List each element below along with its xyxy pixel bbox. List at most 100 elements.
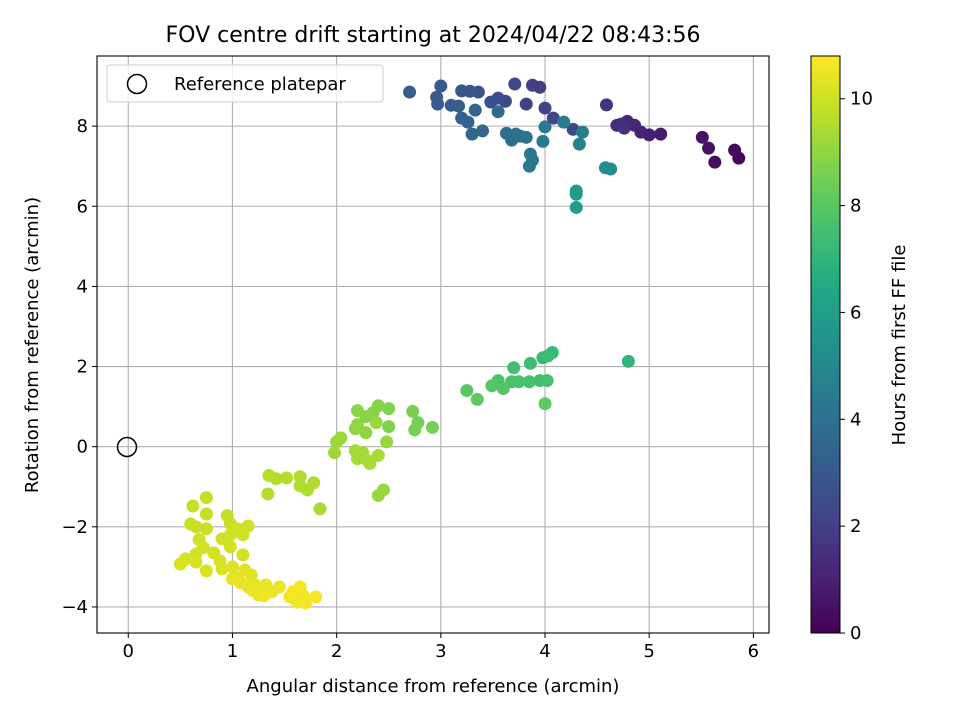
y-axis-ticks: −4 −2 0 2 4 6 8 [61,116,97,618]
data-point [470,392,484,406]
data-point [359,426,373,440]
data-point [199,522,213,536]
data-point [523,356,537,370]
colorbar-tick-label: 0 [850,623,861,644]
data-point [460,384,474,398]
data-point [244,568,258,582]
data-point [350,452,364,466]
data-point [328,446,342,460]
data-point [199,491,213,505]
colorbar-ticks: 0 2 4 6 8 10 [840,89,873,644]
data-point [348,422,362,436]
colorbar-tick-label: 10 [850,89,873,110]
data-point [468,103,482,117]
data-point [309,590,323,604]
data-point [708,155,722,169]
data-point [173,557,187,571]
data-point [507,361,521,375]
x-axis-ticks: 0 1 2 3 4 5 6 [123,633,759,662]
data-point [313,502,327,516]
data-point [280,471,294,485]
data-point [522,375,536,389]
colorbar-label: Hours from first FF file [889,245,910,446]
data-point [223,540,237,554]
data-point [621,354,635,368]
data-point [215,562,229,576]
y-tick-label: −2 [61,517,88,538]
x-axis-label: Angular distance from reference (arcmin) [247,676,620,697]
data-point [371,489,385,503]
data-point [382,420,396,434]
data-point [519,130,533,144]
legend-box [106,64,384,103]
x-tick-label: 1 [227,641,238,662]
data-point [189,520,203,534]
data-point [380,435,394,449]
colorbar-tick-label: 8 [850,196,861,217]
data-point [350,404,364,418]
data-point [604,162,618,176]
data-point [702,141,716,155]
data-point [189,555,203,569]
data-point [569,187,583,201]
data-point [485,379,499,393]
x-tick-label: 6 [748,641,759,662]
grid [97,56,769,633]
x-tick-label: 2 [331,641,342,662]
reference-platepar-marker [116,436,138,458]
legend: Reference platepar [106,64,384,103]
data-point [215,532,229,546]
data-point [536,134,550,148]
y-tick-label: 2 [77,357,88,378]
data-point [484,95,498,109]
y-tick-label: 6 [77,196,88,217]
data-point [298,596,312,610]
data-point [617,121,631,135]
y-tick-label: 8 [77,116,88,137]
data-point [728,143,742,157]
data-point [272,580,286,594]
colorbar-tick-label: 6 [850,302,861,323]
x-tick-label: 4 [539,641,550,662]
colorbar-tick-label: 4 [850,409,861,430]
y-tick-label: 4 [77,276,88,297]
data-points [173,77,746,610]
data-point [408,423,422,437]
data-point [371,448,385,462]
data-point [293,470,307,484]
data-point [199,564,213,578]
colorbar: 0 2 4 6 8 10 Hours from first FF file [810,55,910,644]
data-point [286,585,300,599]
data-point [234,576,248,590]
data-point [572,137,586,151]
data-point [225,560,239,574]
data-point [186,499,200,513]
data-point [236,548,250,562]
data-point [557,115,571,129]
data-point [475,124,489,138]
data-point [434,79,448,93]
data-point [465,127,479,141]
data-point [246,584,260,598]
data-point [536,351,550,365]
x-tick-label: 5 [643,641,654,662]
data-point [491,105,505,119]
data-point [508,77,522,91]
data-point [257,589,271,603]
legend-label: Reference platepar [174,74,346,95]
data-point [452,99,466,113]
chart-title: FOV centre drift starting at 2024/04/22 … [166,23,701,48]
data-point [236,528,250,542]
data-point [403,85,417,99]
y-tick-label: −4 [61,597,88,618]
data-point [576,125,590,139]
data-point [406,404,420,418]
data-point [369,416,383,430]
data-point [496,382,510,396]
y-tick-label: 0 [77,437,88,458]
data-point [519,97,533,111]
data-point [538,397,552,411]
colorbar-gradient [810,55,841,634]
data-point [199,507,213,521]
x-tick-label: 3 [435,641,446,662]
